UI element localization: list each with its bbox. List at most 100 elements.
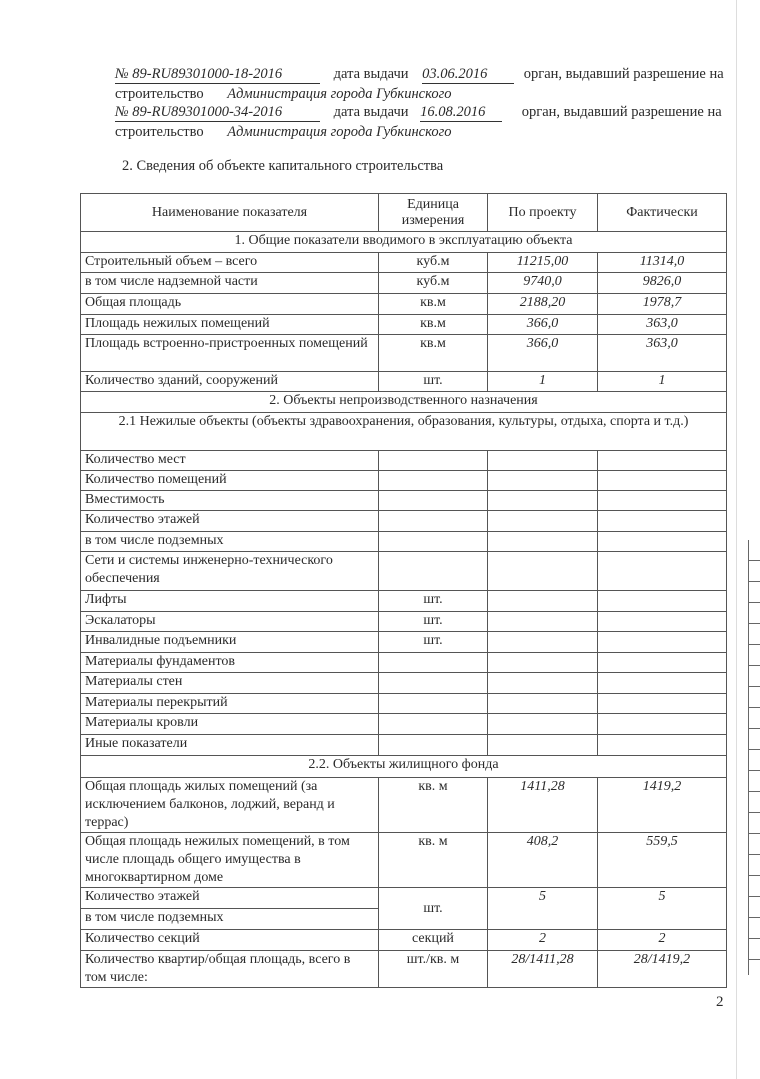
unit-cell [378,672,488,694]
section-heading: 1. Общие показатели вводимого в эксплуат… [80,231,727,253]
unit-cell [378,734,488,756]
actual-value [597,672,727,694]
project-value: 2 [487,929,598,951]
table-row: Строительный объем – всего куб.м 11215,00 1… [80,252,727,273]
permit-1-number: № 89-RU89301000-18-2016 [115,66,320,84]
header-actual: Фактически [597,193,727,232]
indicator-name: в том числе подземных [80,531,379,552]
indicator-name: Лифты [80,590,379,612]
project-value [487,713,598,735]
page-edge [736,0,737,1079]
date-label: дата выдачи [333,66,409,82]
table-row: Материалы кровли [80,713,727,735]
project-value [487,734,598,756]
permit-2-organ-line: строительство Администрация города Губки… [115,124,451,141]
table-row: Количество секций секций 2 2 [80,929,727,951]
indicator-name: Количество этажей [80,510,379,532]
table-header-row: Наименование показателя Единица измерени… [80,193,727,232]
project-value [487,631,598,653]
indicator-name: Количество квартир/общая площадь, всего … [80,950,379,988]
indicator-name: Общая площадь [80,293,379,315]
table-row: Иные показатели [80,734,727,756]
actual-value: 5 [597,887,727,930]
actual-value [597,693,727,714]
unit-cell: кв.м [378,293,488,315]
project-value: 9740,0 [487,272,598,294]
unit-cell [378,652,488,673]
actual-value [597,510,727,532]
section-title: 2. Сведения об объекте капитального стро… [122,158,444,174]
table-row: Площадь встроенно-пристроенных помещений… [80,334,727,372]
object-info-table: Наименование показателя Единица измерени… [80,193,727,988]
table-row: Количество зданий, сооружений шт. 1 1 [80,371,727,392]
permit-1-date: 03.06.2016 [422,66,515,84]
actual-value: 559,5 [597,832,727,888]
table-section-row: 2. Объекты непроизводственного назначени… [80,391,727,413]
table-row: Площадь нежилых помещений кв.м 366,0 363,0 [80,314,727,335]
actual-value: 11314,0 [597,252,727,273]
construction-label: строительство [115,86,204,102]
section-heading: 2.1 Нежилые объекты (объекты здравоохран… [80,412,727,451]
project-value: 1 [487,371,598,392]
project-value [487,652,598,673]
indicator-name: Площадь встроенно-пристроенных помещений [80,334,379,372]
unit-cell [378,490,488,511]
indicator-name: Количество зданий, сооружений [80,371,379,392]
project-value: 11215,00 [487,252,598,273]
indicator-name: Иные показатели [80,734,379,756]
project-value [487,611,598,632]
project-value: 366,0 [487,314,598,335]
unit-cell: куб.м [378,272,488,294]
project-value: 1411,28 [487,777,598,833]
table-section-row: 2.2. Объекты жилищного фонда [80,755,727,778]
actual-value: 1 [597,371,727,392]
unit-cell: шт./кв. м [378,950,488,988]
organ-label: орган, выдавший разрешение на [523,66,724,82]
project-value [487,490,598,511]
table-section-row: 2.1 Нежилые объекты (объекты здравоохран… [80,412,727,451]
unit-cell: кв. м [378,777,488,833]
actual-value [597,551,727,591]
indicator-name: Общая площадь нежилых помещений, в том ч… [80,832,379,888]
permit-2-date: 16.08.2016 [420,104,503,122]
unit-cell [378,551,488,591]
section-heading: 2. Объекты непроизводственного назначени… [80,391,727,413]
actual-value: 28/1419,2 [597,950,727,988]
unit-cell: кв. м [378,832,488,888]
permit-1-organ-line: строительство Администрация города Губки… [115,86,451,103]
actual-value [597,713,727,735]
unit-cell: шт. [378,371,488,392]
indicator-name: Общая площадь жилых помещений (за исключ… [80,777,379,833]
table-row: Вместимость [80,490,727,511]
project-value: 366,0 [487,334,598,372]
indicator-name: Количество этажей [80,887,379,909]
header-name: Наименование показателя [80,193,379,232]
permit-2-organ: Администрация города Губкинского [227,124,452,140]
project-value [487,693,598,714]
unit-cell: кв.м [378,314,488,335]
table-row: Материалы стен [80,672,727,694]
unit-cell: куб.м [378,252,488,273]
actual-value: 2 [597,929,727,951]
indicator-name: Площадь нежилых помещений [80,314,379,335]
project-value: 5 [487,887,598,930]
unit-cell [378,510,488,532]
table-row: Количество мест [80,450,727,471]
actual-value [597,490,727,511]
table-row: в том числе подземных [80,531,727,552]
project-value [487,531,598,552]
actual-value [597,590,727,612]
table-row: Общая площадь кв.м 2188,20 1978,7 [80,293,727,315]
unit-cell: кв.м [378,334,488,372]
indicator-name: Эскалаторы [80,611,379,632]
indicator-name: Количество мест [80,450,379,471]
table-row: Общая площадь нежилых помещений, в том ч… [80,832,727,888]
actual-value [597,734,727,756]
permit-2-line: № 89-RU89301000-34-2016 дата выдачи 16.0… [115,104,722,122]
unit-cell [378,470,488,491]
indicator-name: Сети и системы инженерно-технического об… [80,551,379,591]
table-row: Лифты шт. [80,590,727,612]
adjacent-page-fragment [748,540,760,975]
actual-value: 9826,0 [597,272,727,294]
unit-cell [378,693,488,714]
